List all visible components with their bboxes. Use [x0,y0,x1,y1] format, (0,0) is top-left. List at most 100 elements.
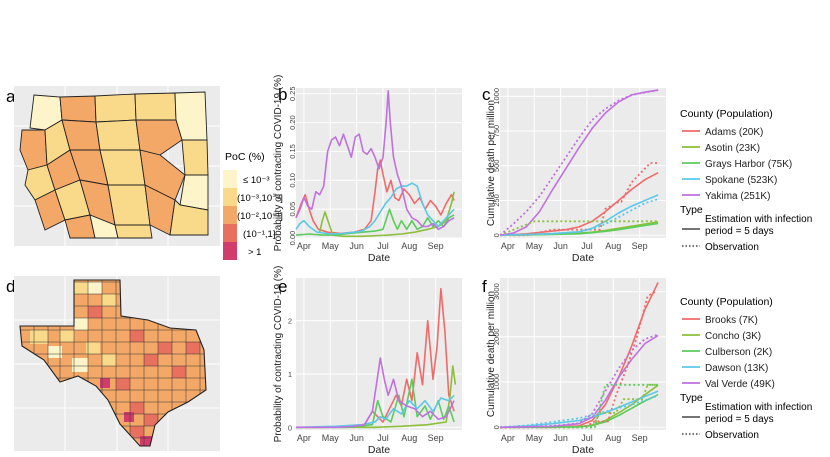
x-tick-label: Aug [401,241,417,251]
series-line-spokane-observed [499,198,659,237]
legend-bottom-type-dotted: Observation [705,430,759,441]
poc-legend-label: (10⁻¹,1] [243,229,275,240]
y-tick-label: 3000 [492,283,501,300]
y-axis-title: Probability of contracting COVID-19 (%) [273,75,284,252]
legend-county-label: Asotin (23K) [705,143,760,154]
legend-top-type-solid: Estimation with infection [705,214,812,225]
y-tick-label: 0 [492,233,501,237]
panel-label-e: e [278,277,287,296]
x-axis-title: Date [572,252,594,264]
x-tick-label: Sep [428,433,444,443]
y-tick-label: 0.10 [288,173,297,188]
x-tick-label: May [526,433,544,443]
y-tick-label: 0.00 [288,231,297,246]
poc-legend-title: PoC (%) [225,151,265,163]
y-tick-label: 0.05 [288,202,297,217]
series-line-val [296,357,455,429]
x-axis-title: Date [368,444,390,456]
legend-top-title: County (Population) [680,108,773,120]
chart-f: 0 1000 2000 3000 Apr May Jun Jul Aug Sep Date Cumul… [486,278,666,456]
y-tick-label: 0.15 [288,144,297,159]
x-tick-label: May [322,433,340,443]
poc-legend-label: > 1 [248,247,261,258]
poc-swatch [223,188,237,206]
series-line-brooks-observed [500,290,656,429]
legend-top: County (Population) Adams (20K) Asotin (2… [680,108,812,253]
wa-county [95,119,141,151]
legend-bottom-type-solid-2: period = 5 days [705,414,774,425]
legend-top-type-dotted: Observation [705,242,759,253]
chart-c: 0 250 500 750 1000 Apr May Jun Jul Aug Sep Date Cumu… [486,88,666,264]
y-tick-label: 750 [492,125,501,138]
x-tick-label: Apr [297,241,311,251]
plot-panel [500,88,666,238]
x-tick-label: Jun [349,433,364,443]
panel-label-f: f [482,277,487,296]
x-tick-label: Jun [349,241,364,251]
x-tick-label: Jul [581,241,593,251]
x-tick-label: Jul [377,433,389,443]
legend-county-label: Culberson (2K) [705,347,772,358]
series-line-culberson-observed [500,383,659,429]
legend-bottom-title: County (Population) [680,296,773,308]
x-tick-label: May [322,241,340,251]
plot-panel [500,278,666,430]
legend-county-label: Brooks (7K) [705,315,758,326]
y-tick-label: 1000 [492,374,501,391]
series-line-spokane [295,182,455,235]
x-tick-label: Jun [553,433,568,443]
wa-county [134,92,177,121]
series-line-yakima-observed [499,89,659,236]
chart-b: 0.00 0.05 0.10 0.15 0.20 0.25 Apr May Jun Jul Aug S… [273,75,462,264]
poc-legend: PoC (%) ≤ 10⁻³ (10⁻³,10⁻²] (10⁻²,10⁻¹] (… [223,151,283,260]
wa-county [169,199,209,236]
legend-county-label: Dawson (13K) [705,363,768,374]
poc-legend-label: ≤ 10⁻³ [243,175,270,186]
legend-bottom: County (Population) Brooks (7K) Concho (3… [680,296,812,441]
series-line-val [499,334,659,429]
legend-county-label: Concho (3K) [705,331,761,342]
legend-bottom-type-solid: Estimation with infection [705,402,812,413]
x-tick-label: Sep [632,433,648,443]
x-tick-label: Jun [553,241,568,251]
poc-legend-label: (10⁻³,10⁻²] [237,193,283,204]
x-axis-title: Date [572,444,594,456]
washington-map [14,86,220,246]
wa-county [139,149,186,201]
series-line-culberson [296,378,455,429]
wa-county [181,139,209,176]
y-tick-label: 0 [288,423,292,432]
wa-county [59,95,97,123]
series-line-concho-observed [500,383,659,429]
y-tick-label: 250 [492,194,501,207]
poc-swatch [223,242,237,260]
y-tick-label: 500 [492,160,501,173]
wa-county [114,224,153,239]
x-tick-label: Sep [632,241,648,251]
panel-label-b: b [278,85,287,104]
y-axis-title: Cumulative death per million [486,100,497,226]
poc-swatch [223,224,237,242]
series-line-dawson [295,394,455,429]
poc-swatch [223,170,237,188]
chart-e: 0 1 2 Apr May Jun Jul Aug Sep Date Probability of … [273,266,462,456]
series-line-concho [296,365,457,429]
y-tick-label: 2 [288,317,292,326]
texas-map [14,276,220,451]
wa-county [99,149,146,186]
panel-label-c: c [482,85,491,104]
x-tick-label: Apr [501,433,515,443]
plot-panel [296,278,462,430]
series-line-adams [295,159,455,235]
legend-county-label: Val Verde (49K) [705,379,775,390]
x-tick-label: Apr [297,433,311,443]
x-tick-label: Apr [501,241,515,251]
series-line-yakima [295,90,455,231]
y-tick-label: 2000 [492,328,501,345]
series-line-asotin-observed [499,220,659,237]
legend-county-label: Spokane (523K) [705,175,777,186]
wa-county [179,174,209,211]
y-tick-label: 0.20 [288,115,297,130]
wa-county [94,93,137,123]
